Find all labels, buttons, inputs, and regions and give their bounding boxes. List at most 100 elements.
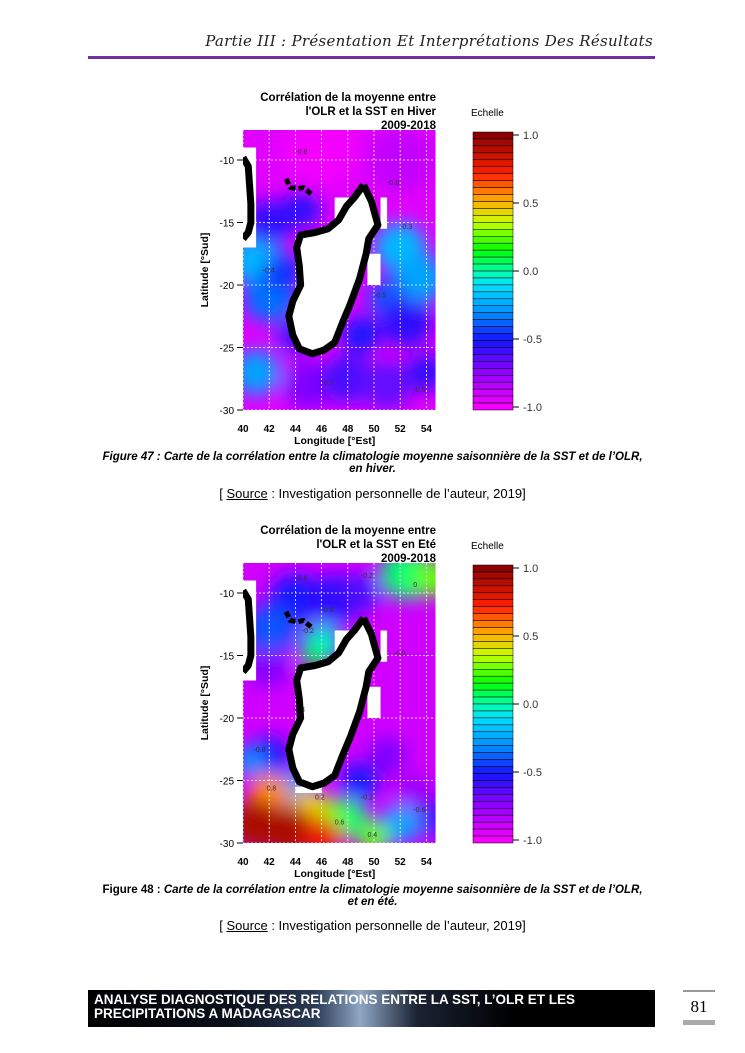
colorbar-band [472, 201, 514, 209]
field-blob [282, 130, 361, 185]
colorbar-band [472, 662, 514, 670]
y-axis-label: Latitude [°Sud] [199, 233, 211, 308]
caption-text: Carte de la corrélation entre la climato… [163, 884, 643, 896]
footer-banner: ANALYSE DIAGNOSTIQUE DES RELATIONS ENTRE… [88, 990, 655, 1027]
colorbar: 1.0 0.5 0.0 -0.5 -1.0 [472, 130, 542, 414]
contour-label: -0.6 [413, 807, 425, 814]
caption-label: Figure 47 : [102, 451, 161, 463]
caption-line2: en hiver. [349, 463, 396, 475]
colorbar-band [472, 585, 514, 594]
header-rule [88, 56, 655, 59]
colorbar-band [472, 256, 514, 265]
colorbar-band [472, 821, 514, 830]
colorbar-band [472, 682, 514, 691]
colorbar-band [472, 675, 514, 684]
y-tick-label: -25 [220, 777, 235, 788]
colorbar-band [472, 724, 514, 733]
y-tick-label: -10 [220, 156, 235, 167]
x-axis-label: Longitude [°Est] [294, 868, 375, 880]
colorbar-band [472, 689, 514, 698]
colorbar-band [472, 794, 514, 802]
colorbar-band [472, 284, 514, 293]
y-tick-label: -10 [220, 589, 235, 600]
colorbar-band [472, 333, 514, 341]
contour-label: 0.4 [367, 832, 377, 839]
colorbar-band [472, 634, 514, 642]
y-tick-label: -30 [220, 406, 235, 417]
field-blob [380, 297, 433, 348]
figure-title-line: Corrélation de la moyenne entre [260, 92, 436, 104]
contour-label: 0.6 [335, 819, 345, 826]
contour-label: 0 [413, 582, 417, 589]
colorbar-band [472, 641, 514, 649]
figure-47-caption: Figure 47 : Carte de la corrélation entr… [80, 451, 665, 475]
y-tick-label: -30 [220, 839, 235, 850]
colorbar-band [472, 696, 514, 705]
contour-label: -0.2 [361, 794, 373, 801]
colorbar-band [472, 326, 514, 334]
x-tick-label: 44 [290, 424, 302, 435]
land-mask [380, 197, 388, 229]
field-blob [367, 736, 407, 775]
figure-47-map: Corrélation de la moyenne entre l'OLR et … [199, 92, 542, 447]
source-label: Source [226, 918, 268, 933]
colorbar-tick-label: 0.0 [523, 266, 538, 278]
colorbar-band [472, 375, 514, 383]
source-text: : Investigation personnelle de l’auteur,… [267, 918, 526, 933]
figure-title-line: 2009-2018 [381, 553, 437, 565]
figure-title-line: 2009-2018 [381, 120, 437, 132]
colorbar-band [472, 752, 514, 760]
contour-label: -0.3 [400, 224, 412, 231]
contour-label: 0.8 [267, 786, 277, 793]
colorbar-band [472, 703, 514, 712]
contour-label: -0.8 [253, 747, 265, 754]
colorbar-band [472, 298, 514, 307]
y-tick-label: -15 [220, 219, 235, 230]
colorbar-band [472, 669, 514, 677]
colorbar-band [472, 648, 514, 656]
madagascar-coastline [285, 182, 382, 358]
x-tick-label: 50 [368, 857, 380, 868]
legend-title: Echelle [471, 108, 504, 119]
figure-title-line: l'OLR et la SST en Eté [316, 539, 436, 551]
colorbar-band [472, 145, 514, 154]
footer-line-1: ANALYSE DIAGNOSTIQUE DES RELATIONS ENTRE… [94, 992, 576, 1007]
contour-label: -0.8 [322, 607, 334, 614]
colorbar-band [472, 270, 514, 279]
x-tick-label: 44 [290, 857, 302, 868]
colorbar-band [472, 710, 514, 719]
field-blob [282, 191, 322, 229]
colorbar-tick-label: 0.5 [523, 631, 538, 643]
figure-48-map: Corrélation de la moyenne entre l'OLR et … [199, 525, 542, 880]
colorbar-band [472, 180, 514, 188]
field-blob [360, 360, 414, 410]
field-blob [282, 360, 335, 410]
x-tick-label: 54 [421, 857, 433, 868]
colorbar-band [472, 620, 514, 628]
y-tick-label: -20 [220, 281, 235, 292]
footer-line-2: PRECIPITATIONS A MADAGASCAR [94, 1006, 321, 1021]
madagascar-land [288, 185, 378, 354]
colorbar-band [472, 340, 514, 348]
page-number-box: 81 [683, 990, 715, 1026]
land-mask [367, 686, 381, 718]
colorbar-tick-label: -1.0 [523, 835, 542, 847]
bracket: [ [219, 918, 227, 933]
colorbar-band [472, 592, 514, 601]
colorbar-band [472, 229, 514, 237]
contour-label: -0.8 [394, 651, 406, 658]
field-blob [301, 818, 342, 843]
colorbar-band [472, 578, 514, 587]
colorbar-band [472, 277, 514, 286]
colorbar-band [472, 627, 514, 635]
colorbar-band [472, 808, 514, 816]
colorbar-band [472, 564, 514, 573]
colorbar-tick-label: 1.0 [523, 563, 538, 575]
y-tick-label: -25 [220, 344, 235, 355]
field-blob [406, 353, 436, 392]
colorbar-band [472, 599, 514, 607]
colorbar-band [472, 354, 514, 362]
colorbar-band [472, 242, 514, 251]
colorbar-band [472, 249, 514, 258]
colorbar-band [472, 738, 514, 746]
